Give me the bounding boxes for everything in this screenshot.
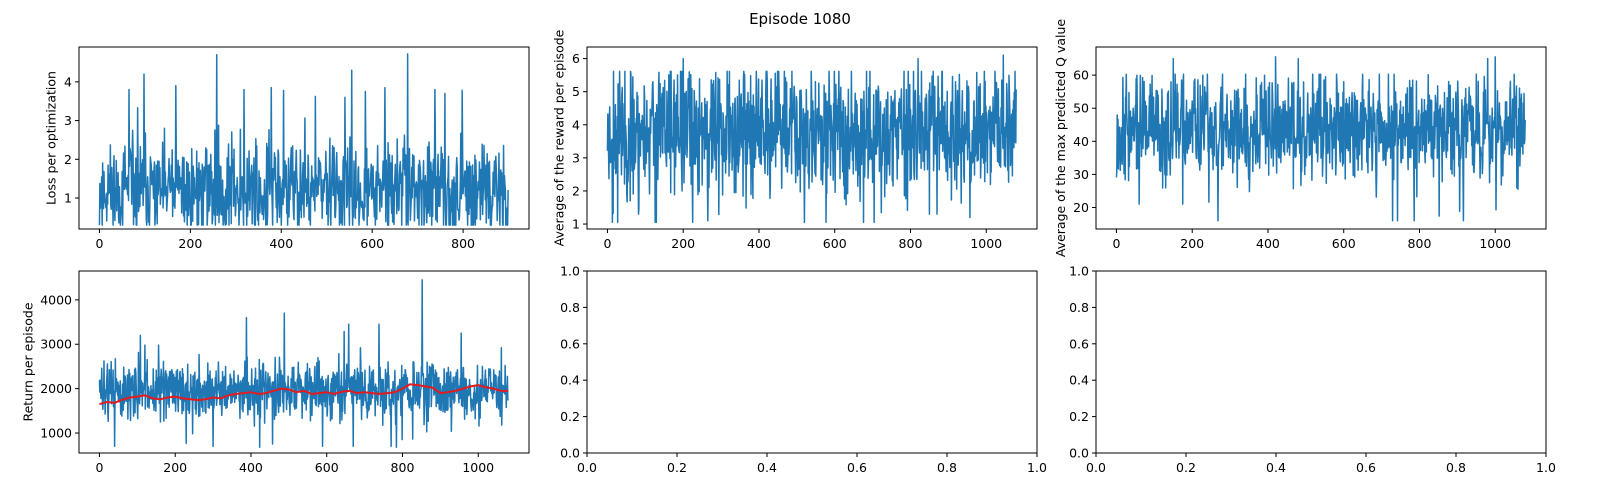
empty-1-xtick-label: 0.2: [667, 460, 687, 475]
empty-2-ytick-label: 0.8: [1069, 300, 1089, 315]
empty-2-xtick-label: 0.0: [1086, 460, 1106, 475]
empty-2-xtick-label: 0.2: [1176, 460, 1196, 475]
empty-2-ytick-label: 0.6: [1069, 336, 1089, 351]
empty-1-ytick-label: 0.4: [560, 373, 580, 388]
subplot-empty-2: 0.0 0.2 0.4 0.6 0.8 1.0 0.0 0.2 0.4 0.6 0.8 1.0: [1069, 264, 1556, 476]
subplot-reward: 0 200 400 600 800 1000 1 2 3 4 5 6 Average of the re…: [551, 29, 1038, 251]
empty-1-xtick-label: 1.0: [1027, 460, 1047, 475]
qvalue-ytick-label: 40: [1073, 134, 1089, 149]
empty-2-xtick-label: 0.8: [1446, 460, 1466, 475]
reward-ytick-label: 3: [572, 150, 580, 165]
qvalue-axes-frame: [1095, 46, 1547, 230]
empty-1-ytick-label: 0.8: [560, 300, 580, 315]
qvalue-ytick-label: 50: [1073, 101, 1089, 116]
return-ytick-label: 4000: [40, 292, 72, 307]
return-smoothed-line: [99, 383, 509, 406]
qvalue-xtick-label: 200: [1180, 236, 1204, 251]
return-axes-frame: [78, 270, 530, 454]
return-xtick-label: 200: [163, 460, 187, 475]
qvalue-xtick-label: 0: [1112, 236, 1120, 251]
return-ylabel: Return per episode: [21, 302, 36, 421]
empty-1-xtick-label: 0.4: [757, 460, 777, 475]
loss-xtick-label: 200: [178, 236, 202, 251]
qvalue-ylabel: Average of the max predicted Q value: [1053, 19, 1068, 258]
loss-ytick-label: 1: [64, 191, 72, 206]
empty-1-ytick-label: 0.6: [560, 336, 580, 351]
qvalue-ytick-label: 30: [1073, 167, 1089, 182]
return-ytick-label: 2000: [40, 381, 72, 396]
loss-xtick-label: 0: [95, 236, 103, 251]
subplot-loss: 0 200 400 600 800 1 2 3 4 Loss per optimization: [43, 46, 530, 251]
reward-xtick-label: 400: [747, 236, 771, 251]
reward-ytick-label: 6: [572, 51, 580, 66]
empty-1-ytick-label: 1.0: [560, 264, 580, 279]
figure-suptitle: Episode 1080: [749, 10, 851, 28]
empty-2-axes-frame: [1095, 270, 1547, 454]
loss-axes-frame: [78, 46, 530, 230]
loss-ytick-label: 3: [64, 113, 72, 128]
reward-xtick-label: 600: [823, 236, 847, 251]
empty-2-xtick-label: 1.0: [1536, 460, 1556, 475]
return-xtick-label: 800: [391, 460, 415, 475]
reward-ytick-label: 2: [572, 183, 580, 198]
qvalue-xtick-label: 1000: [1479, 236, 1511, 251]
reward-xtick-label: 1000: [970, 236, 1002, 251]
return-xtick-label: 400: [239, 460, 263, 475]
reward-xtick-label: 200: [671, 236, 695, 251]
empty-2-ytick-label: 0.2: [1069, 409, 1089, 424]
empty-1-xtick-label: 0.0: [577, 460, 597, 475]
loss-xtick-label: 800: [451, 236, 475, 251]
subplot-return: 0 200 400 600 800 1000 1000 2000 3000 4000 Return …: [21, 270, 530, 475]
empty-2-ytick-label: 1.0: [1069, 264, 1089, 279]
loss-series-line-0: [98, 53, 509, 226]
reward-ytick-label: 4: [572, 117, 580, 132]
empty-1-axes-frame: [586, 270, 1038, 454]
qvalue-ytick-label: 60: [1073, 68, 1089, 83]
reward-xtick-label: 0: [603, 236, 611, 251]
empty-2-xtick-label: 0.6: [1356, 460, 1376, 475]
reward-xtick-label: 800: [899, 236, 923, 251]
loss-xtick-label: 400: [269, 236, 293, 251]
reward-series-line-0: [606, 54, 1017, 224]
empty-2-ytick-label: 0.4: [1069, 373, 1089, 388]
reward-ylabel: Average of the reward per episode: [551, 29, 566, 246]
empty-1-ytick-label: 0.0: [560, 446, 580, 461]
subplot-qvalue: 0 200 400 600 800 1000 20 30 40 50 60 Average of th…: [1053, 19, 1547, 258]
qvalue-xtick-label: 800: [1408, 236, 1432, 251]
empty-2-xtick-label: 0.4: [1266, 460, 1286, 475]
empty-1-xtick-label: 0.8: [937, 460, 957, 475]
qvalue-xtick-label: 600: [1332, 236, 1356, 251]
empty-2-ytick-label: 0.0: [1069, 446, 1089, 461]
reward-ytick-label: 5: [572, 84, 580, 99]
return-xtick-label: 1000: [462, 460, 494, 475]
empty-1-xtick-label: 0.6: [847, 460, 867, 475]
reward-ytick-label: 1: [572, 217, 580, 232]
qvalue-ytick-label: 20: [1073, 200, 1089, 215]
qvalue-xtick-label: 400: [1256, 236, 1280, 251]
return-xtick-label: 0: [95, 460, 103, 475]
subplot-empty-1: 0.0 0.2 0.4 0.6 0.8 1.0 0.0 0.2 0.4 0.6 0.8 1.0: [560, 264, 1047, 476]
return-series-line-0: [98, 279, 509, 448]
return-ytick-label: 3000: [40, 337, 72, 352]
loss-ytick-label: 4: [64, 74, 72, 89]
qvalue-series-line-0: [1115, 56, 1526, 222]
empty-1-ytick-label: 0.2: [560, 409, 580, 424]
reward-axes-frame: [586, 46, 1038, 230]
loss-xtick-label: 600: [360, 236, 384, 251]
loss-ytick-label: 2: [64, 152, 72, 167]
loss-ylabel: Loss per optimization: [43, 71, 58, 205]
return-xtick-label: 600: [315, 460, 339, 475]
return-ytick-label: 1000: [40, 426, 72, 441]
